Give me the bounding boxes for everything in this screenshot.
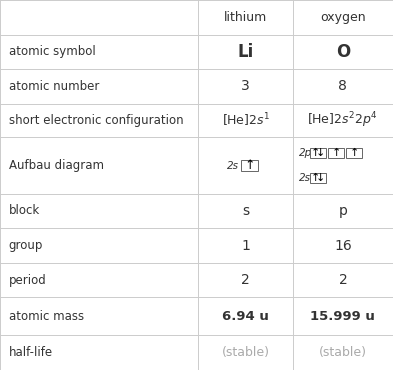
Text: ↑: ↑ bbox=[311, 173, 320, 183]
Text: ↑: ↑ bbox=[311, 148, 320, 158]
Bar bbox=[346, 148, 362, 158]
Text: 1: 1 bbox=[241, 239, 250, 252]
Text: 6.94 u: 6.94 u bbox=[222, 310, 269, 323]
Bar bbox=[310, 173, 326, 183]
Text: (stable): (stable) bbox=[222, 346, 270, 359]
Bar bbox=[328, 148, 344, 158]
Text: $\mathregular{[He]2}s^{1}$: $\mathregular{[He]2}s^{1}$ bbox=[222, 112, 270, 130]
Text: atomic mass: atomic mass bbox=[9, 310, 84, 323]
Text: block: block bbox=[9, 205, 40, 218]
Text: atomic symbol: atomic symbol bbox=[9, 46, 95, 58]
Text: 8: 8 bbox=[338, 80, 347, 94]
Text: ↑: ↑ bbox=[349, 148, 359, 158]
Text: 2s: 2s bbox=[228, 161, 239, 171]
Text: 2: 2 bbox=[241, 273, 250, 287]
Text: s: s bbox=[242, 204, 249, 218]
Text: group: group bbox=[9, 239, 43, 252]
Text: 15.999 u: 15.999 u bbox=[310, 310, 375, 323]
Text: O: O bbox=[336, 43, 350, 61]
Text: 2p: 2p bbox=[299, 148, 312, 158]
Text: ↑: ↑ bbox=[244, 159, 255, 172]
Text: ↑: ↑ bbox=[331, 148, 341, 158]
Bar bbox=[241, 160, 258, 171]
Text: atomic number: atomic number bbox=[9, 80, 99, 93]
Text: p: p bbox=[338, 204, 347, 218]
Text: ↓: ↓ bbox=[316, 173, 325, 183]
Text: 3: 3 bbox=[241, 80, 250, 94]
Text: 2s: 2s bbox=[299, 173, 311, 183]
Text: oxygen: oxygen bbox=[320, 11, 366, 24]
Text: $\mathregular{[He]2}s^{2}\mathregular{2}p^{4}$: $\mathregular{[He]2}s^{2}\mathregular{2}… bbox=[307, 111, 378, 130]
Text: Aufbau diagram: Aufbau diagram bbox=[9, 159, 104, 172]
Text: period: period bbox=[9, 273, 46, 287]
Bar bbox=[310, 148, 326, 158]
Text: short electronic configuration: short electronic configuration bbox=[9, 114, 183, 127]
Text: ↓: ↓ bbox=[316, 148, 325, 158]
Text: Li: Li bbox=[237, 43, 254, 61]
Text: lithium: lithium bbox=[224, 11, 267, 24]
Text: 16: 16 bbox=[334, 239, 352, 252]
Text: 2: 2 bbox=[338, 273, 347, 287]
Text: (stable): (stable) bbox=[319, 346, 367, 359]
Text: half-life: half-life bbox=[9, 346, 53, 359]
